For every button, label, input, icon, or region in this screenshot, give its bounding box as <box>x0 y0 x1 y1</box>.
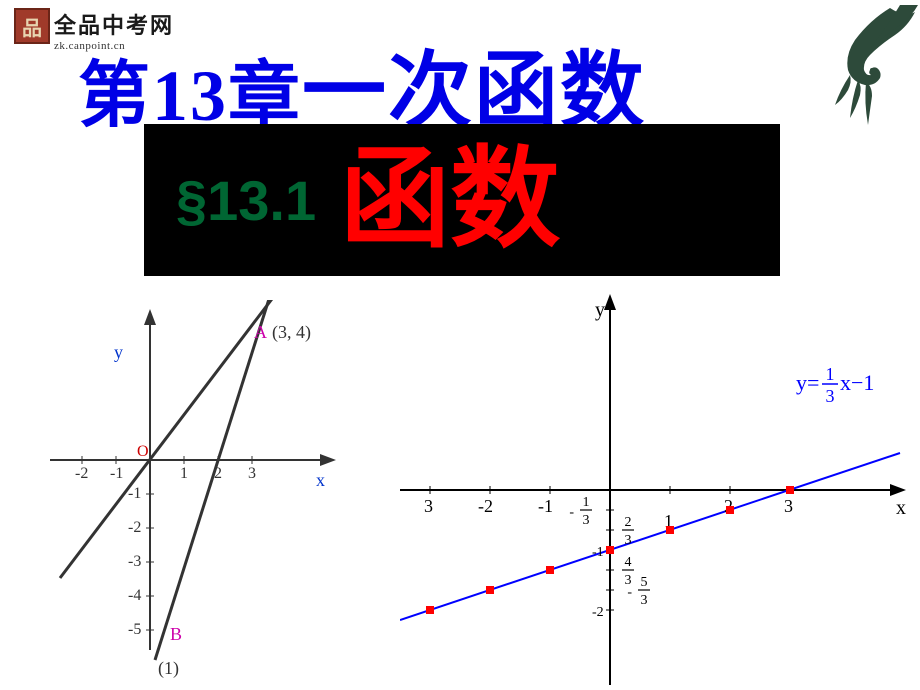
x-axis-label-r: x <box>896 497 906 519</box>
svg-text:1: 1 <box>826 364 835 384</box>
equation-label: y= 1 3 x−1 <box>796 364 874 406</box>
origin-label: O <box>137 443 149 460</box>
point-a-coords: (3, 4) <box>272 322 311 343</box>
svg-text:-: - <box>627 585 632 600</box>
svg-text:3: 3 <box>826 386 835 406</box>
svg-text:3: 3 <box>784 496 793 516</box>
section-number: §13.1 <box>176 168 316 233</box>
svg-text:-2: -2 <box>128 519 141 536</box>
section-label: 函数 <box>340 145 560 255</box>
svg-text:y=: y= <box>796 370 819 395</box>
svg-text:-5: -5 <box>128 621 141 638</box>
point-a-name: A <box>254 322 267 342</box>
svg-text:5: 5 <box>641 575 648 590</box>
svg-text:3: 3 <box>248 465 256 482</box>
svg-text:-4: -4 <box>128 587 141 604</box>
graph-left: -2 -1 1 2 3 -1 -2 -3 -4 -5 y x O A (3, 4… <box>40 300 350 680</box>
svg-text:1: 1 <box>583 495 590 510</box>
svg-text:2: 2 <box>625 515 632 530</box>
graph-right: y x 3 -2 -1 1 2 3 1 3 - 2 3 -1 4 3 <box>400 290 920 690</box>
x-axis-label: x <box>316 470 325 490</box>
y-axis-label: y <box>114 342 123 362</box>
svg-text:4: 4 <box>625 555 632 570</box>
logo-badge: 品 <box>14 8 50 44</box>
phoenix-ornament <box>800 0 920 130</box>
left-ticks: -2 -1 1 2 3 -1 -2 -3 -4 -5 <box>75 456 256 638</box>
svg-text:-2: -2 <box>75 465 88 482</box>
svg-text:-: - <box>569 505 574 520</box>
function-line <box>400 453 900 620</box>
svg-text:-1: -1 <box>592 545 604 560</box>
section-box: §13.1 函数 <box>144 124 780 276</box>
svg-text:-2: -2 <box>592 605 604 620</box>
point-b-name: B <box>170 624 182 644</box>
chapter-prefix: 第 <box>78 56 152 136</box>
y-axis-label-r: y <box>595 299 605 321</box>
svg-text:3: 3 <box>641 593 648 608</box>
logo-badge-char: 品 <box>22 12 42 41</box>
left-caption: (1) <box>158 658 179 679</box>
svg-text:3: 3 <box>424 496 433 516</box>
svg-text:-1: -1 <box>110 465 123 482</box>
right-x-ticks: 3 -2 -1 1 2 3 <box>424 486 793 531</box>
svg-text:3: 3 <box>583 513 590 528</box>
svg-text:3: 3 <box>625 533 632 548</box>
svg-text:-2: -2 <box>478 496 493 516</box>
svg-text:1: 1 <box>180 465 188 482</box>
svg-text:x−1: x−1 <box>840 370 874 395</box>
svg-text:-1: -1 <box>538 496 553 516</box>
svg-text:-3: -3 <box>128 553 141 570</box>
